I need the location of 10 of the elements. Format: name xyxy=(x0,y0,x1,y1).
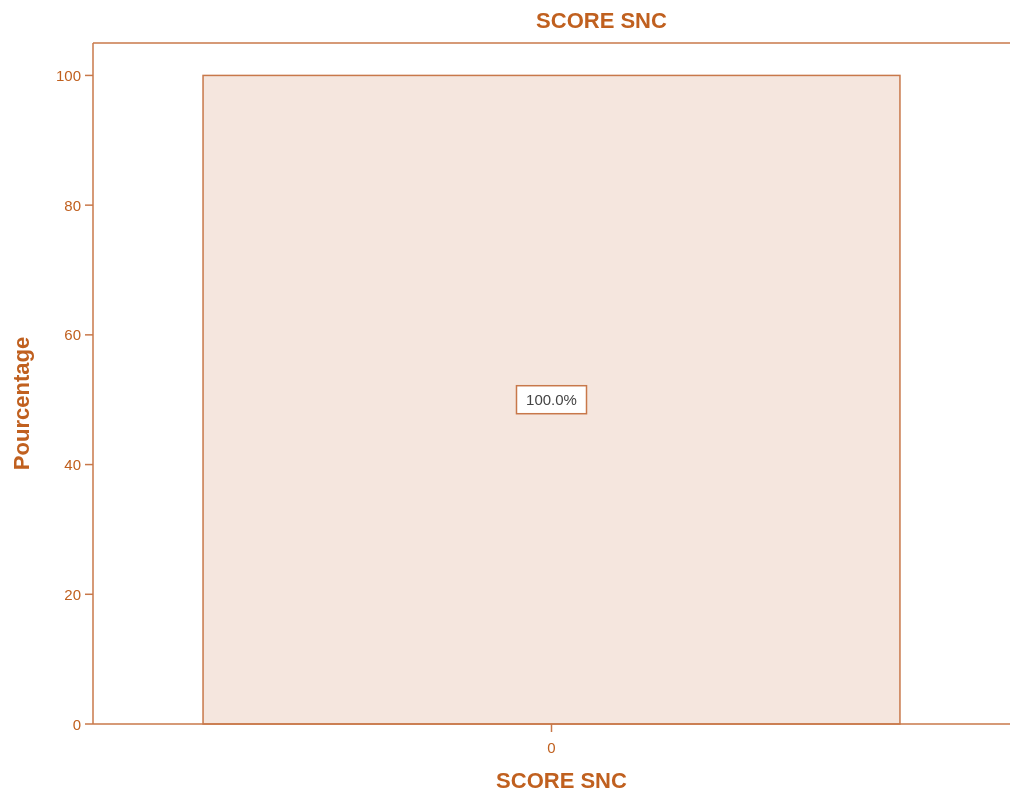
y-tick-label: 80 xyxy=(64,196,81,214)
data-label: 100.0% xyxy=(526,391,577,409)
y-tick-label: 60 xyxy=(64,326,81,344)
y-tick-label: 0 xyxy=(72,715,81,733)
chart-title: SCORE SNC xyxy=(536,8,668,33)
y-axis-title: Pourcentage xyxy=(9,336,34,471)
y-tick-label: 20 xyxy=(64,585,81,603)
y-tick-label: 100 xyxy=(55,66,81,84)
y-tick-label: 40 xyxy=(64,456,81,474)
x-axis-title: SCORE SNC xyxy=(496,768,628,793)
